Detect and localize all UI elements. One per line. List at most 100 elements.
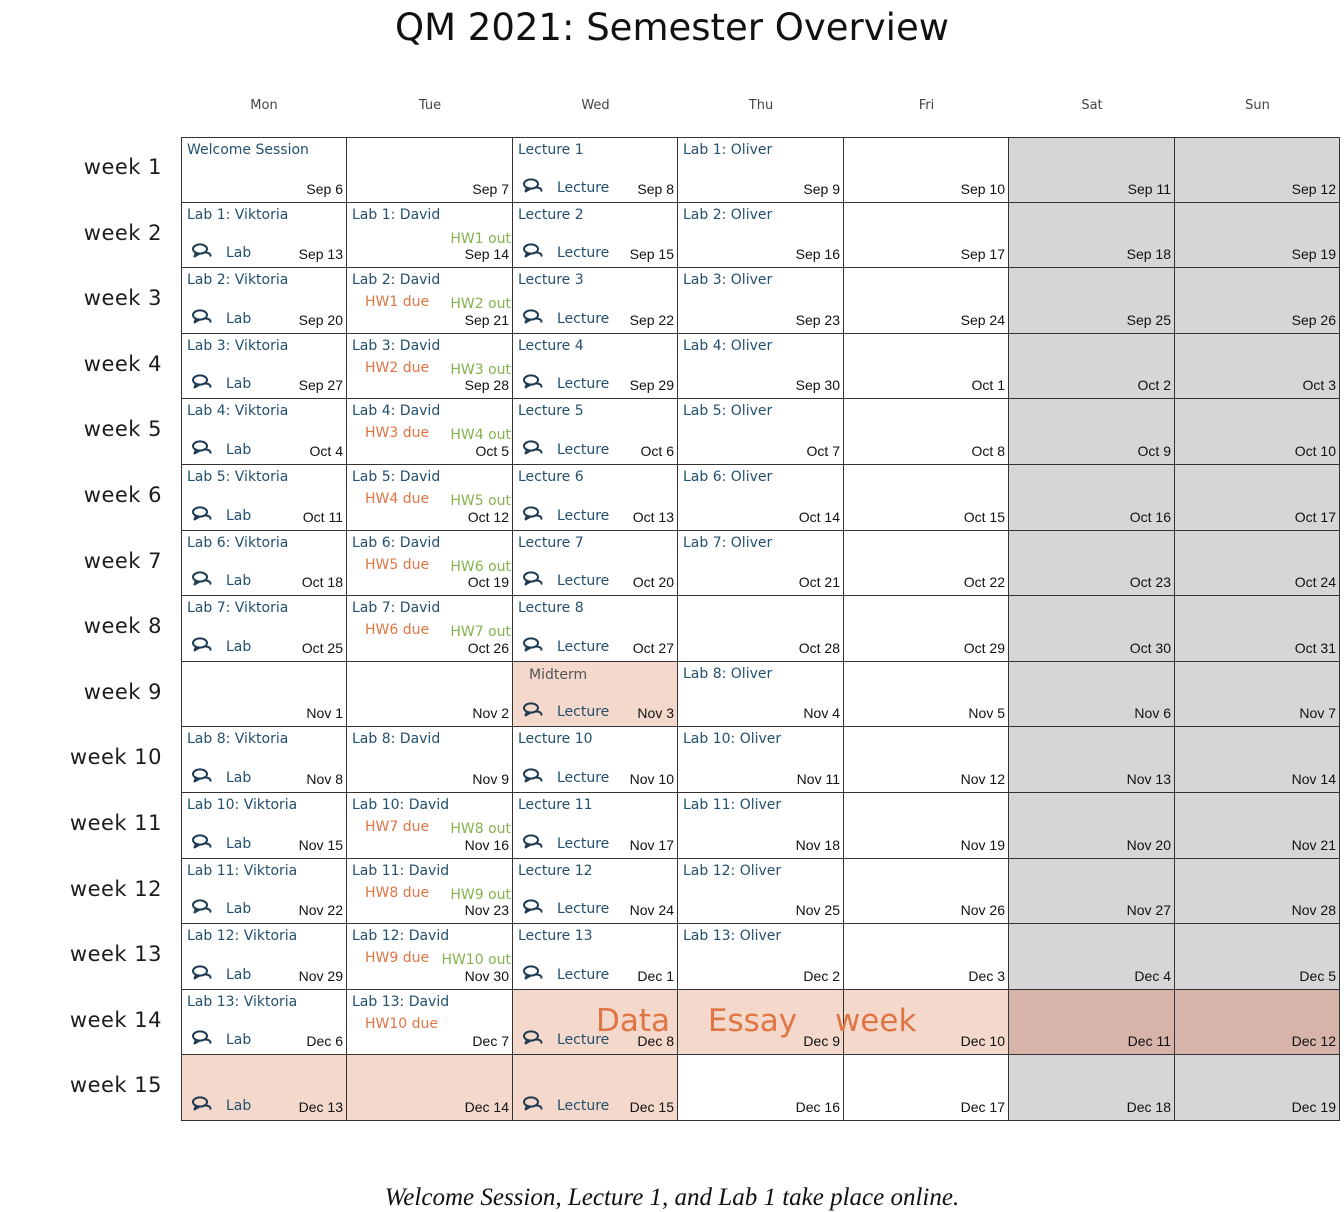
event-label: Lab 5: David — [352, 469, 441, 485]
session-type-label: Lecture — [557, 836, 610, 852]
day-cell: Lab 2: Viktoria Lab Sep 20 — [181, 268, 347, 334]
date-label: Dec 18 — [1126, 1099, 1171, 1115]
day-header-wed: Wed — [581, 98, 610, 113]
date-label: Sep 29 — [629, 377, 674, 393]
session-type-label: Lab — [226, 967, 252, 983]
date-label: Nov 13 — [1126, 771, 1171, 787]
session-tag: Lab — [192, 374, 251, 393]
date-label: Nov 29 — [298, 968, 343, 984]
day-cell: Lab 2: David HW1 due HW2 out Sep 21 — [347, 268, 513, 334]
date-label: Oct 12 — [467, 509, 509, 525]
session-type-label: Lab — [226, 442, 252, 458]
day-cell: Nov 2 — [347, 662, 513, 727]
day-header-mon: Mon — [250, 98, 278, 113]
day-header-fri: Fri — [918, 98, 935, 113]
homework-due: HW4 due — [365, 491, 430, 507]
session-tag: Lecture — [523, 178, 609, 197]
date-label: Oct 4 — [309, 443, 343, 459]
homework-due: HW7 due — [365, 819, 430, 835]
speech-bubbles-icon — [192, 440, 212, 455]
session-tag: Lab — [192, 834, 251, 853]
date-label: Dec 15 — [629, 1099, 674, 1115]
date-label: Nov 16 — [464, 837, 509, 853]
homework-out: HW7 out — [450, 624, 511, 640]
day-cell: Dec 19 — [1175, 1055, 1340, 1121]
session-type-label: Lecture — [557, 967, 610, 983]
session-type-label: Lab — [226, 836, 252, 852]
day-cell: Lecture 11 Lecture Nov 17 — [513, 793, 678, 859]
event-label: Lecture 1 — [518, 142, 584, 158]
date-label: Sep 24 — [960, 312, 1005, 328]
session-tag: Lab — [192, 440, 251, 459]
event-label: Lecture 7 — [518, 535, 584, 551]
day-cell: Sep 12 — [1175, 137, 1340, 203]
day-cell: Dec 9 — [678, 990, 844, 1055]
day-cell: Lab 13: David HW10 due Dec 7 — [347, 990, 513, 1055]
day-cell: Dec 12 — [1175, 990, 1340, 1055]
day-cell: Nov 12 — [844, 727, 1009, 793]
day-cell: Lecture 3 Lecture Sep 22 — [513, 268, 678, 334]
date-label: Nov 25 — [795, 902, 840, 918]
session-tag: Lecture — [523, 1030, 609, 1049]
event-label: Lab 13: Oliver — [683, 928, 782, 944]
event-label: Lab 11: Viktoria — [187, 863, 298, 879]
date-label: Oct 26 — [467, 640, 509, 656]
session-type-label: Lab — [226, 639, 252, 655]
day-cell: Oct 28 — [678, 596, 844, 662]
event-label: Lab 12: Viktoria — [187, 928, 298, 944]
event-label: Lecture 11 — [518, 797, 593, 813]
event-label: Lab 4: Oliver — [683, 338, 773, 354]
homework-due: HW9 due — [365, 950, 430, 966]
day-cell: Nov 26 — [844, 859, 1009, 924]
date-label: Sep 21 — [464, 312, 509, 328]
event-label: Lab 11: Oliver — [683, 797, 782, 813]
week-label: week 4 — [83, 352, 162, 376]
date-label: Sep 17 — [960, 246, 1005, 262]
week-label: week 6 — [83, 483, 162, 507]
date-label: Sep 23 — [795, 312, 840, 328]
day-cell: Sep 18 — [1009, 203, 1175, 268]
date-label: Oct 16 — [1129, 509, 1171, 525]
date-label: Sep 26 — [1291, 312, 1336, 328]
session-tag: Lecture — [523, 899, 609, 918]
session-type-label: Lab — [226, 573, 252, 589]
date-label: Sep 19 — [1291, 246, 1336, 262]
event-label: Lab 8: Viktoria — [187, 731, 289, 747]
speech-bubbles-icon — [192, 834, 212, 849]
week-label: week 11 — [69, 811, 162, 835]
session-tag: Lab — [192, 571, 251, 590]
homework-due: HW1 due — [365, 294, 430, 310]
event-label: Lecture 10 — [518, 731, 593, 747]
date-label: Oct 2 — [1137, 377, 1171, 393]
date-label: Oct 21 — [798, 574, 840, 590]
day-cell: Lab 1: Oliver Sep 9 — [678, 137, 844, 203]
date-label: Oct 30 — [1129, 640, 1171, 656]
day-cell: Lab 11: Viktoria Lab Nov 22 — [181, 859, 347, 924]
date-label: Oct 24 — [1294, 574, 1336, 590]
date-label: Oct 23 — [1129, 574, 1171, 590]
day-cell: Oct 16 — [1009, 465, 1175, 531]
day-cell: Nov 5 — [844, 662, 1009, 727]
day-cell: Oct 2 — [1009, 334, 1175, 399]
speech-bubbles-icon — [523, 506, 543, 521]
date-label: Sep 22 — [629, 312, 674, 328]
event-label: Lecture 5 — [518, 403, 584, 419]
day-cell: Sep 10 — [844, 137, 1009, 203]
speech-bubbles-icon — [523, 571, 543, 586]
date-label: Nov 27 — [1126, 902, 1171, 918]
date-label: Dec 4 — [1134, 968, 1171, 984]
homework-out: HW6 out — [450, 559, 511, 575]
event-label: Lecture 2 — [518, 207, 584, 223]
session-type-label: Lecture — [557, 311, 610, 327]
day-cell: Sep 7 — [347, 137, 513, 203]
date-label: Sep 8 — [637, 181, 674, 197]
event-label: Welcome Session — [187, 142, 309, 158]
day-cell: Lecture 7 Lecture Oct 20 — [513, 531, 678, 596]
day-cell: Lab 4: Viktoria Lab Oct 4 — [181, 399, 347, 465]
speech-bubbles-icon — [192, 506, 212, 521]
date-label: Oct 10 — [1294, 443, 1336, 459]
day-cell: Sep 26 — [1175, 268, 1340, 334]
date-label: Nov 6 — [1134, 705, 1171, 721]
day-cell: Lab 4: Oliver Sep 30 — [678, 334, 844, 399]
day-cell: Lecture 12 Lecture Nov 24 — [513, 859, 678, 924]
